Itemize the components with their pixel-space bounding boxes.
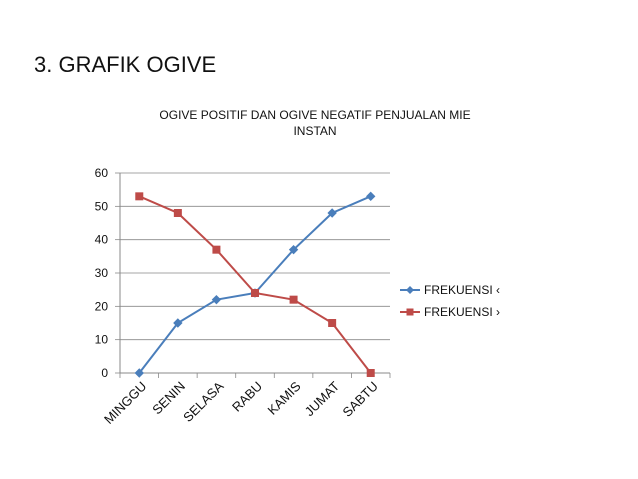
- data-point-square: [173, 209, 182, 217]
- slide-title: 3. GRAFIK OGIVE: [34, 52, 217, 77]
- y-tick-label: 30: [95, 266, 109, 280]
- x-tick-label: MINGGU: [101, 379, 149, 427]
- x-tick-label: KAMIS: [264, 378, 303, 417]
- y-tick-label: 60: [95, 166, 109, 180]
- x-tick-label: JUMAT: [302, 378, 343, 419]
- x-tick-label: SABTU: [340, 379, 381, 420]
- y-tick-label: 40: [95, 233, 109, 247]
- data-point-square: [251, 289, 259, 297]
- data-point-square: [289, 295, 298, 304]
- data-point-square: [366, 369, 375, 377]
- data-point-square: [328, 319, 337, 327]
- legend-label-1: FREKUENSI ›: [424, 305, 500, 319]
- y-tick-label: 0: [101, 366, 108, 380]
- data-point-diamond: [327, 208, 337, 218]
- legend-marker-square: [406, 308, 414, 316]
- x-tick-label: RABU: [229, 379, 265, 415]
- chart-title-line: OGIVE POSITIF DAN OGIVE NEGATIF PENJUALA…: [159, 108, 470, 122]
- data-point-diamond: [366, 191, 376, 202]
- data-point-diamond: [288, 244, 299, 255]
- series-line-0: [138, 195, 372, 374]
- y-tick-label: 10: [95, 333, 109, 347]
- data-point-square: [135, 192, 144, 201]
- data-point-square: [212, 245, 221, 254]
- series-line-1: [138, 195, 372, 374]
- y-tick-label: 50: [95, 199, 109, 213]
- legend-marker-diamond: [406, 286, 414, 294]
- data-point-diamond: [173, 318, 183, 328]
- chart-title-line: INSTAN: [293, 124, 336, 138]
- data-point-diamond: [211, 294, 222, 305]
- x-tick-label: SELASA: [180, 378, 227, 425]
- y-tick-label: 20: [95, 299, 109, 313]
- legend-label-0: FREKUENSI ‹: [424, 283, 500, 297]
- data-point-diamond: [134, 368, 144, 378]
